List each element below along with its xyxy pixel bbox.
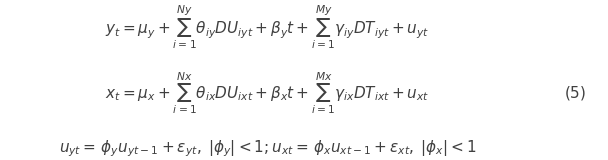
Text: $(5)$: $(5)$ <box>564 84 587 102</box>
Text: $x_t = \mu_x + \sum_{i=1}^{Nx} \theta_{ix} DU_{ixt} + \beta_x t + \sum_{i=1}^{Mx: $x_t = \mu_x + \sum_{i=1}^{Nx} \theta_{i… <box>105 70 430 116</box>
Text: $u_{yt} = \, \phi_y u_{yt-1} + \varepsilon_{yt}, \; |\phi_y| < 1; u_{xt} = \, \p: $u_{yt} = \, \phi_y u_{yt-1} + \varepsil… <box>58 139 477 159</box>
Text: $y_t = \mu_y + \sum_{i=1}^{Ny} \theta_{iy} DU_{iyt} + \beta_y t + \sum_{i=1}^{My: $y_t = \mu_y + \sum_{i=1}^{Ny} \theta_{i… <box>105 3 430 51</box>
